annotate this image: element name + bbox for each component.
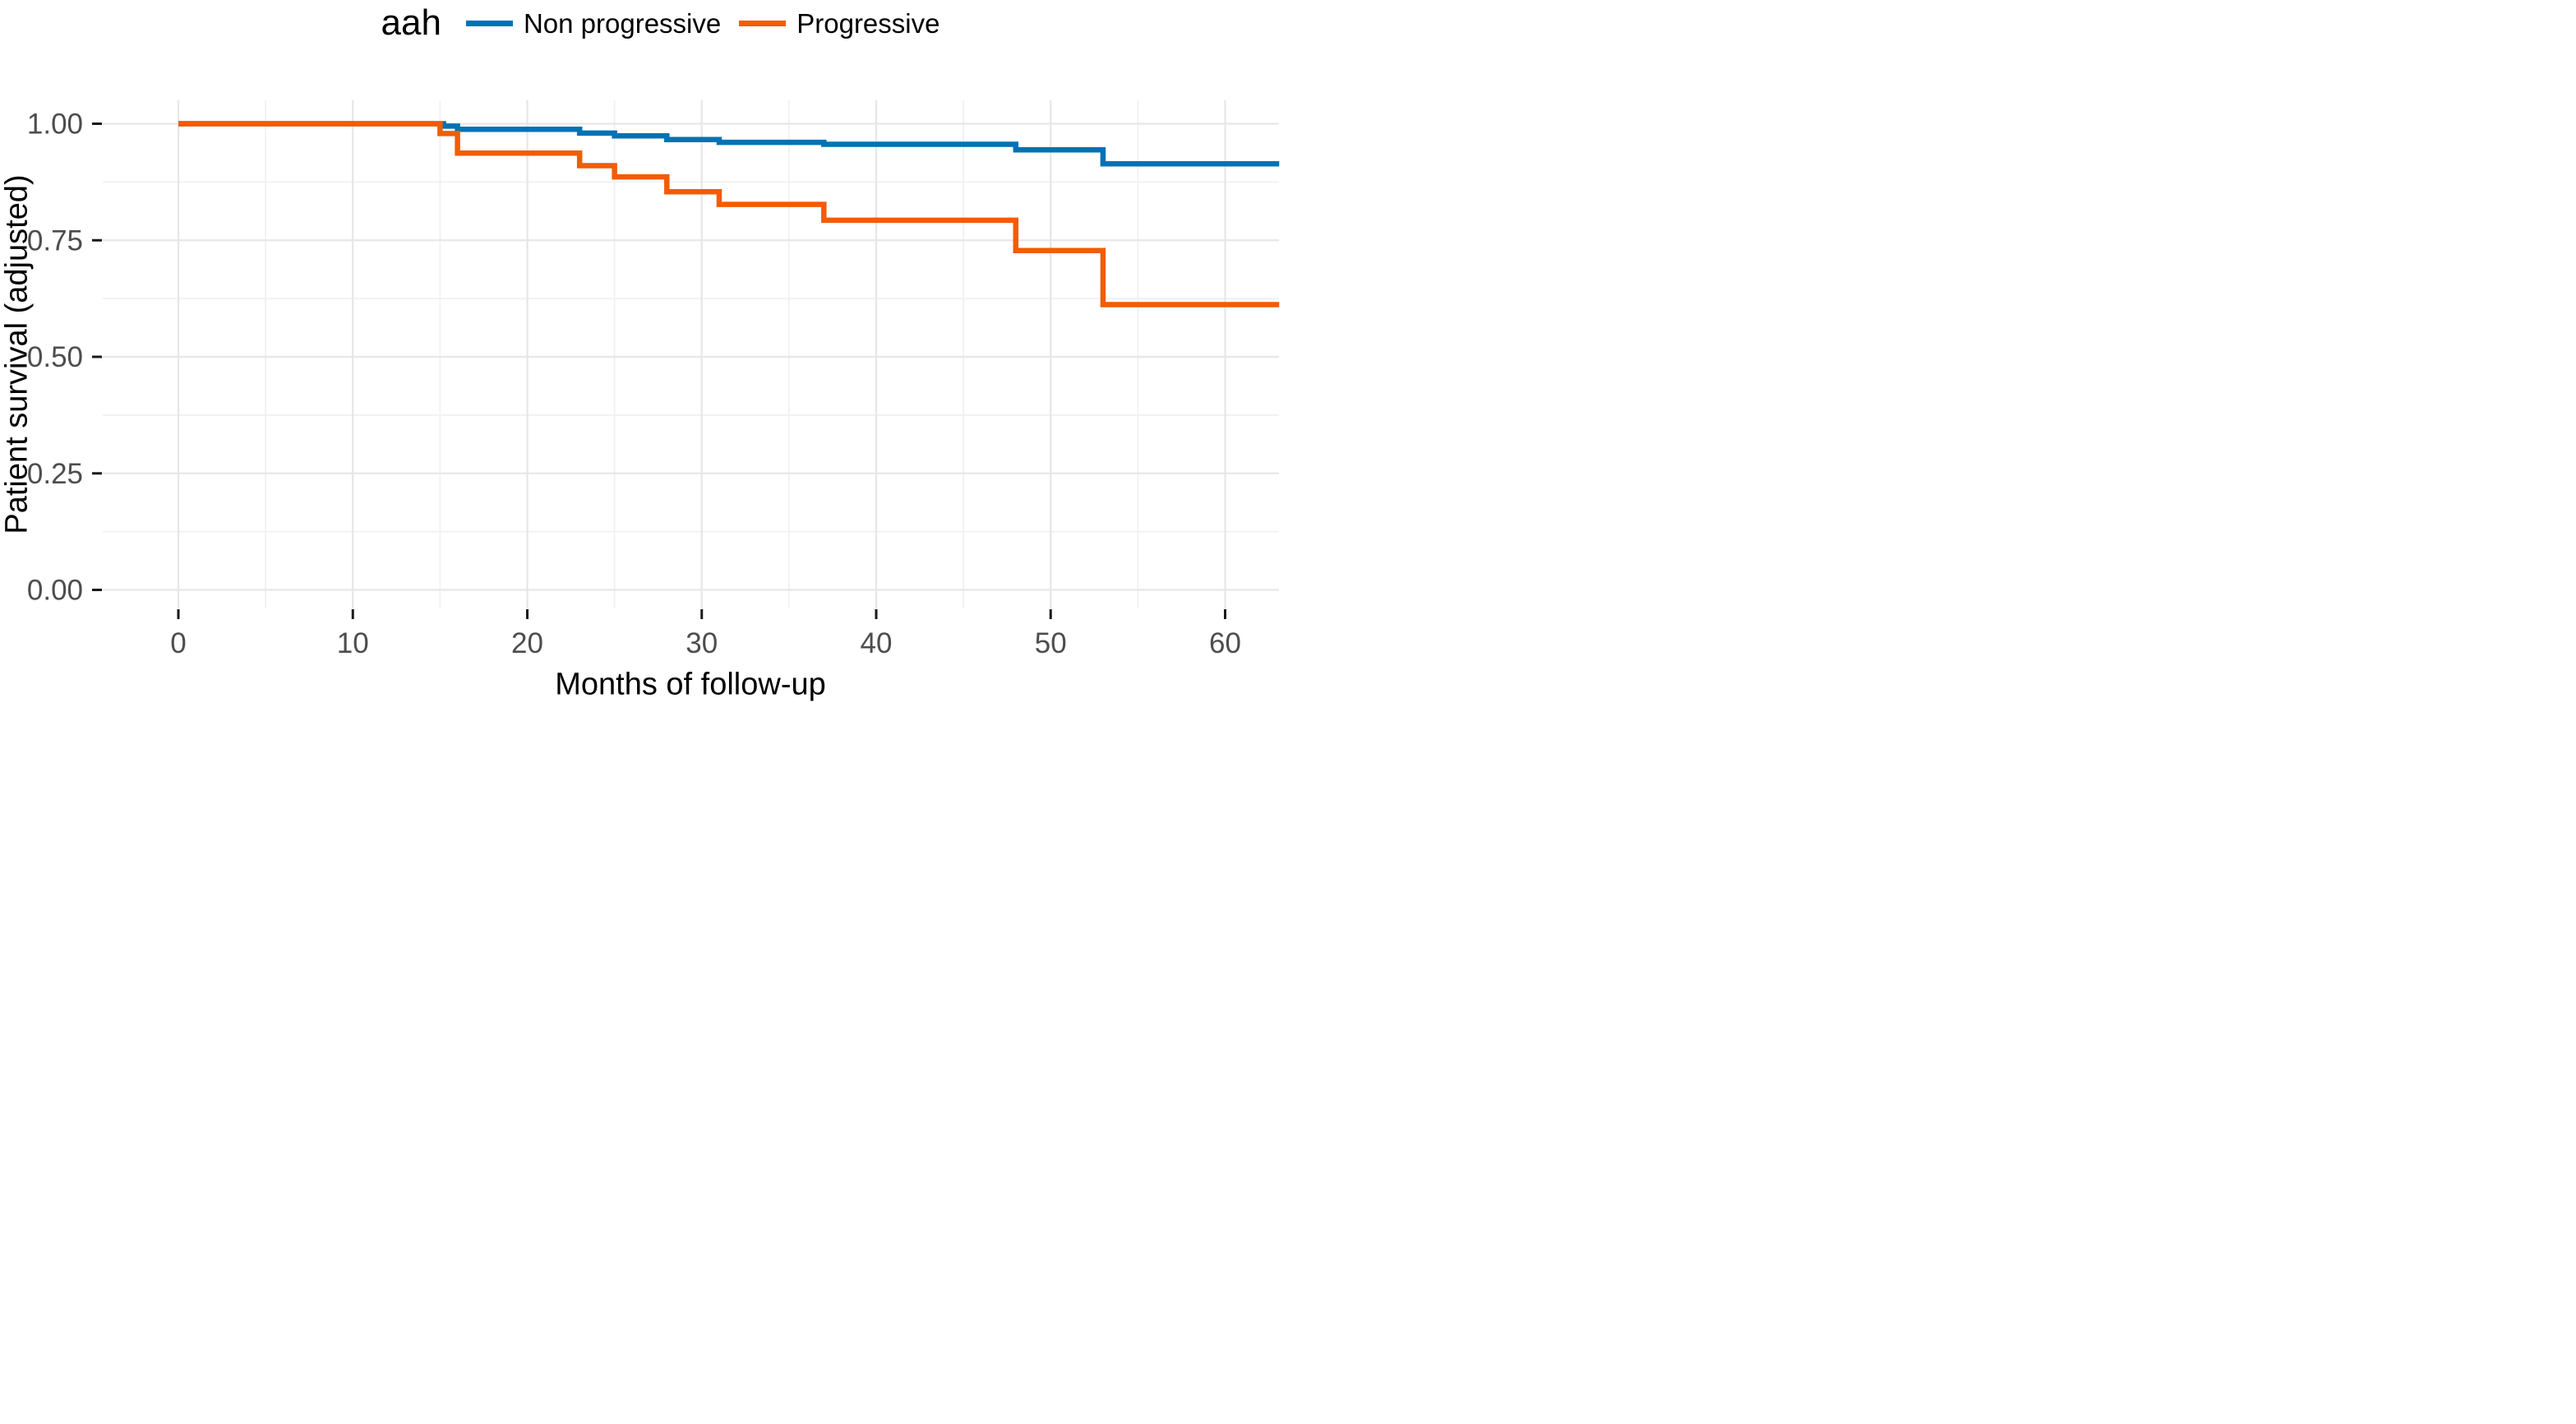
legend-label-progressive: Progressive: [796, 7, 940, 39]
x-tick-label: 20: [511, 627, 543, 659]
legend-item-progressive: Progressive: [739, 10, 939, 37]
plot-canvas: 0 10 20 30 40 50 60 0.00 0.25 0.50 0.75 1.00: [27, 100, 1280, 659]
legend-item-non-progressive: Non progressive: [465, 7, 722, 39]
x-tick-label: 0: [170, 627, 186, 659]
x-tick-label: 30: [686, 627, 718, 659]
x-tick-label: 10: [337, 627, 369, 659]
x-tick-label: 40: [861, 627, 893, 659]
legend-key-progressive-line: [739, 20, 787, 26]
legend-title: aah: [381, 2, 441, 43]
survival-curve-progressive: [178, 121, 1280, 307]
x-tick-label: 50: [1035, 627, 1067, 659]
km-survival-figure: 0 10 20 30 40 50 60 0.00 0.25 0.50 0.75 1.00 aah No…: [0, 0, 1288, 712]
x-tick-label: 60: [1209, 627, 1241, 659]
legend-label-non-progressive: Non progressive: [523, 7, 722, 39]
survival-curve-non-progressive: [178, 121, 1280, 167]
y-tick-label: 1.00: [27, 109, 83, 141]
y-tick-label: 0.00: [27, 575, 83, 607]
x-axis-title: Months of follow-up: [555, 667, 826, 702]
y-tick-label: 0.50: [27, 341, 83, 373]
legend: aah Non progressive Progressive: [16, 5, 1288, 41]
legend-key-non-progressive-line: [465, 20, 513, 26]
y-tick-label: 0.25: [27, 458, 83, 490]
y-axis-title: Patient survival (adjusted): [0, 174, 35, 534]
y-tick-label: 0.75: [27, 224, 83, 257]
